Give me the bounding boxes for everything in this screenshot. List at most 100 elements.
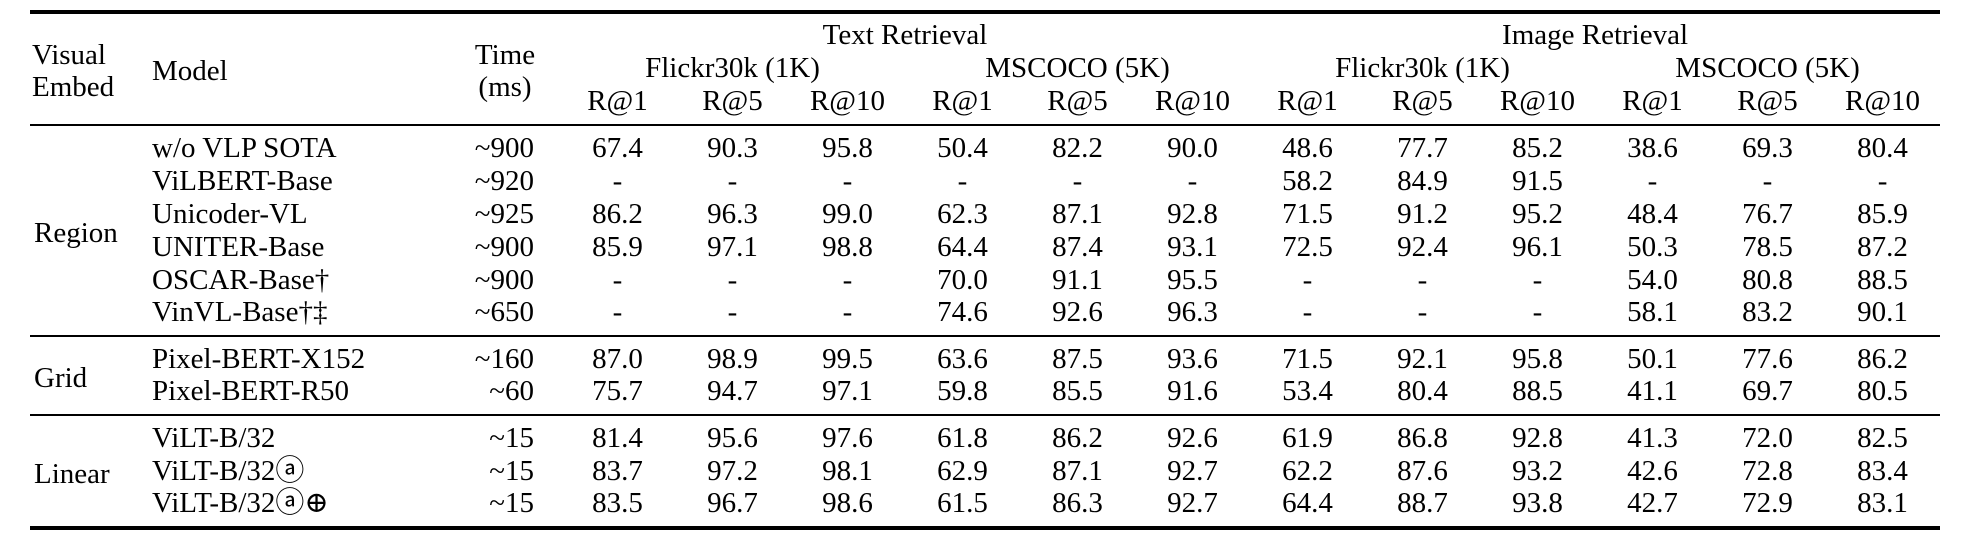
metric-value: 62.2: [1282, 454, 1333, 487]
group-label: Linear: [34, 457, 110, 490]
metric-value: 97.6: [822, 421, 873, 454]
metric-value: 64.4: [1282, 487, 1333, 520]
metric-value: 81.4: [592, 421, 643, 454]
metric-value: 41.1: [1627, 375, 1678, 408]
metric-value: -: [957, 164, 968, 197]
metric-value: -: [1302, 296, 1313, 329]
metric-value: 97.1: [822, 375, 873, 408]
metric-value: 86.2: [1857, 342, 1908, 375]
metric-value: -: [842, 296, 853, 329]
metric-value: 87.1: [1052, 197, 1103, 230]
model-name: Unicoder-VL: [152, 197, 308, 230]
metric-value: 97.1: [707, 230, 758, 263]
metric-value: -: [727, 296, 738, 329]
metric-header: R@5: [702, 85, 763, 118]
metric-header: R@1: [932, 85, 993, 118]
time-value: ~160: [474, 342, 534, 375]
metric-value: 69.7: [1742, 375, 1793, 408]
metric-value: 88.5: [1512, 375, 1563, 408]
metric-value: 96.3: [707, 197, 758, 230]
metric-value: 87.0: [592, 342, 643, 375]
task-group-header: Image Retrieval: [1502, 19, 1689, 51]
metric-header: R@10: [1499, 85, 1576, 118]
metric-value: 92.8: [1167, 197, 1218, 230]
metric-value: 80.5: [1857, 375, 1908, 408]
table-row: OSCAR-Base† ~900 - - - 70.0 91.1 95.5 - - - 54.0 80.…: [30, 263, 1940, 296]
metric-value: 99.0: [822, 197, 873, 230]
metric-value: -: [612, 296, 623, 329]
metric-value: -: [1762, 164, 1773, 197]
metric-value: 98.6: [822, 487, 873, 520]
header-row-datasets: Flickr30k (1K) MSCOCO (5K) Flickr30k (1K) M…: [30, 51, 1940, 85]
dataset-header: MSCOCO (5K): [1675, 52, 1860, 85]
dataset-header: MSCOCO (5K): [985, 52, 1170, 85]
metric-value: -: [1532, 296, 1543, 329]
metric-value: 72.5: [1282, 230, 1333, 263]
metric-value: 96.7: [707, 487, 758, 520]
metric-value: 96.1: [1512, 230, 1563, 263]
model-name: Pixel-BERT-X152: [152, 342, 366, 375]
metric-value: 95.8: [1512, 342, 1563, 375]
metric-value: -: [1877, 164, 1888, 197]
metric-header: R@10: [1845, 85, 1921, 118]
metric-value: 50.3: [1627, 230, 1678, 263]
group-label: Region: [34, 217, 118, 250]
group-region: Region w/o VLP SOTA ~900 67.4 90.3 95.8 50.4 82…: [30, 125, 1940, 336]
time-value: ~920: [474, 164, 534, 197]
metric-value: 85.5: [1052, 375, 1103, 408]
metric-header: R@10: [809, 85, 886, 118]
metric-value: -: [612, 164, 623, 197]
metric-value: 91.5: [1512, 164, 1563, 197]
metric-header: R@1: [1622, 85, 1683, 118]
table-row: Linear ViLT-B/32 ~15 81.4 95.6 97.6 61.8 86.2 92…: [30, 415, 1940, 490]
model-name: Pixel-BERT-R50: [152, 375, 349, 408]
visual-embed-line1: Visual: [32, 39, 106, 71]
metric-value: 62.9: [937, 454, 988, 487]
metric-value: 87.5: [1052, 342, 1103, 375]
metric-value: 83.4: [1857, 454, 1908, 487]
model-name: w/o VLP SOTA: [152, 131, 337, 164]
retrieval-results-table: Visual Embed Model Time (ms) Text Retrieval Im…: [30, 10, 1941, 530]
metric-value: 93.6: [1167, 342, 1218, 375]
metric-value: 92.6: [1167, 421, 1218, 454]
model-name: ViLT-B/32: [152, 421, 276, 454]
metric-value: 71.5: [1282, 197, 1333, 230]
metric-value: 93.8: [1512, 487, 1563, 520]
metric-value: -: [842, 263, 853, 296]
metric-value: 92.7: [1167, 454, 1218, 487]
metric-value: 91.6: [1167, 375, 1218, 408]
metric-value: 75.7: [592, 375, 643, 408]
table-row: Unicoder-VL ~925 86.2 96.3 99.0 62.3 87.1 92.8 7…: [30, 197, 1940, 230]
metric-value: 87.2: [1857, 230, 1908, 263]
metric-value: -: [727, 263, 738, 296]
metric-value: 70.0: [937, 263, 988, 296]
metric-value: 99.5: [822, 342, 873, 375]
metric-value: 91.1: [1052, 263, 1103, 296]
metric-header: R@5: [1392, 85, 1453, 118]
metric-value: 72.9: [1742, 487, 1793, 520]
metric-value: 83.2: [1742, 296, 1793, 329]
metric-value: -: [1072, 164, 1083, 197]
metric-value: -: [727, 164, 738, 197]
metric-value: 83.5: [592, 487, 643, 520]
header-row-metrics: R@1 R@5 R@10 R@1 R@5 R@10 R@1 R@5 R@10 R@1 R@5 R@10: [30, 85, 1940, 124]
metric-header: R@10: [1154, 85, 1231, 118]
visual-embed-header: Visual Embed: [30, 12, 150, 125]
metric-value: 62.3: [937, 197, 988, 230]
metric-value: 96.3: [1167, 296, 1218, 329]
metric-value: 53.4: [1282, 375, 1333, 408]
metric-value: 83.1: [1857, 487, 1908, 520]
metric-value: 74.6: [937, 296, 988, 329]
metric-value: 85.9: [1857, 197, 1908, 230]
metric-value: 59.8: [937, 375, 988, 408]
metric-value: 58.2: [1282, 164, 1333, 197]
model-header: Model: [152, 55, 228, 88]
metric-value: 92.4: [1397, 230, 1448, 263]
metric-value: 42.6: [1627, 454, 1678, 487]
table-row: VinVL-Base†‡ ~650 - - - 74.6 92.6 96.3 - - - 58.1 83…: [30, 296, 1940, 335]
metric-value: 91.2: [1397, 197, 1448, 230]
metric-value: -: [1417, 263, 1428, 296]
table-row: UNITER-Base ~900 85.9 97.1 98.8 64.4 87.4 93.1 7…: [30, 230, 1940, 263]
metric-value: 63.6: [937, 342, 988, 375]
